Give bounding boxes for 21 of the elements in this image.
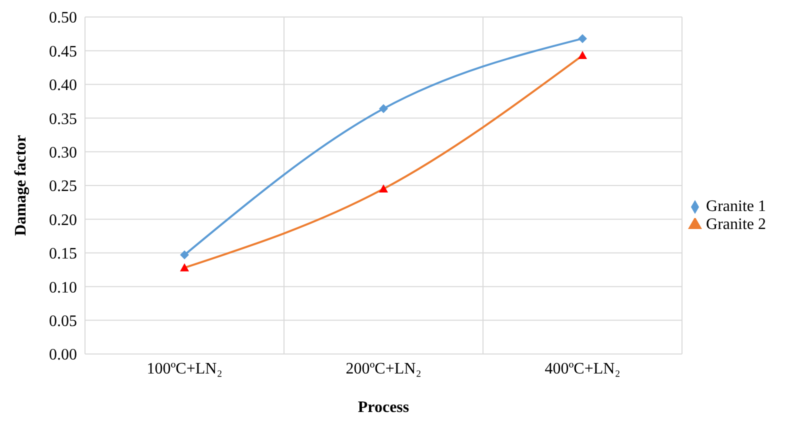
y-tick-label: 0.50 xyxy=(49,10,77,27)
y-tick-label: 0.45 xyxy=(49,43,77,60)
y-axis-title: Damage factor xyxy=(12,135,30,236)
legend-label: Granite 1 xyxy=(706,198,766,215)
point xyxy=(578,34,588,44)
y-tick-label: 0.25 xyxy=(49,178,77,196)
y-tick-label: 0.10 xyxy=(49,279,77,296)
x-tick-label: 100ºC+LN₂ xyxy=(146,360,222,378)
y-tick-label: 0.20 xyxy=(49,212,77,229)
x-tick-label: 200ºC+LN₂ xyxy=(346,360,422,378)
x-tick-label: 400ºC+LN₂ xyxy=(544,360,620,378)
x-axis-title: Process xyxy=(358,399,410,416)
point xyxy=(180,250,190,260)
y-tick-label: 0.05 xyxy=(49,312,77,330)
y-tick-label: 0.15 xyxy=(49,246,77,263)
point xyxy=(379,104,388,114)
y-tick-label: 0.35 xyxy=(49,110,77,128)
y-tick-label: 0.00 xyxy=(49,346,77,364)
legend-label: Granite 2 xyxy=(706,216,766,233)
y-tick-label: 0.40 xyxy=(49,77,77,94)
y-tick-label: 0.30 xyxy=(49,144,77,162)
